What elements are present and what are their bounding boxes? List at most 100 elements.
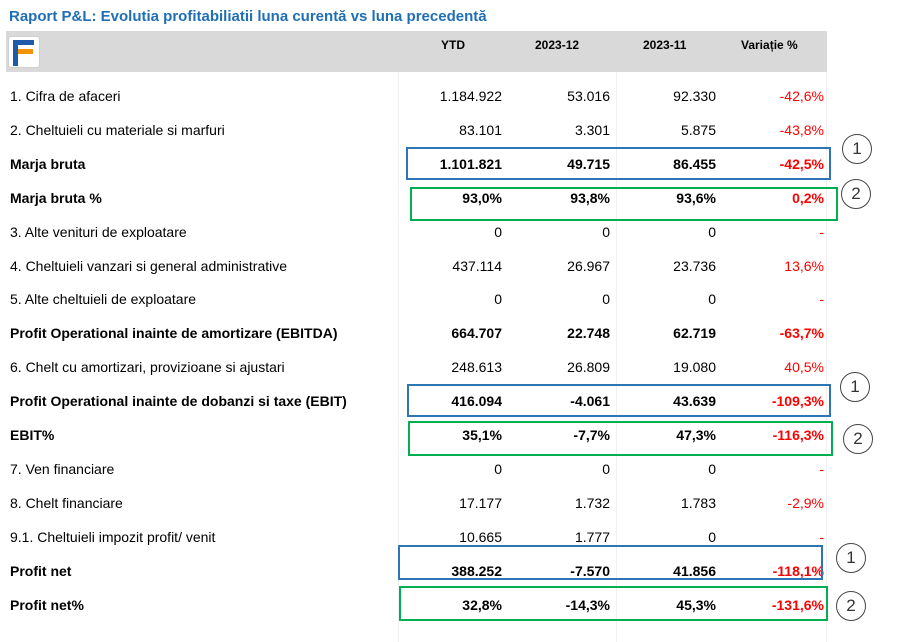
cell-month-current: -4.061 (570, 393, 610, 410)
row-label: 3. Alte venituri de exploatare (10, 223, 187, 240)
marker-circle-1: 1 (836, 543, 866, 573)
gridline (398, 72, 399, 642)
highlight-box-blue (407, 384, 831, 417)
cell-variation: 13,6% (784, 257, 824, 274)
cell-variation: -118,1% (772, 562, 824, 579)
cell-variation: -42,6% (779, 88, 824, 104)
table-row: 8. Chelt financiare 17.177 1.732 1.783 -2,9% (0, 487, 904, 521)
table-row: 7. Ven financiare 0 0 0 - (0, 453, 904, 487)
row-label: Marja bruta % (10, 189, 102, 206)
row-label: 5. Alte cheltuieli de exploatare (10, 291, 197, 308)
row-label: 7. Ven financiare (10, 460, 115, 477)
cell-month-previous: 62.719 (673, 325, 716, 342)
cell-ytd: 10.665 (459, 528, 502, 545)
report-title: Raport P&L: Evolutia profitabiliatii lun… (9, 8, 487, 25)
cell-month-current: 0 (602, 223, 610, 240)
highlight-box-blue (398, 545, 823, 580)
header-ytd: YTD (441, 38, 465, 52)
cell-ytd: 32,8% (462, 596, 502, 613)
cell-month-current: 26.967 (567, 257, 610, 274)
cell-variation: - (819, 223, 824, 240)
row-label: 9.1. Cheltuieli impozit profit/ venit (10, 528, 216, 545)
cell-month-current: 0 (602, 291, 610, 308)
table-row: 9.1. Cheltuieli impozit profit/ venit 10.… (0, 521, 904, 555)
highlight-box-green (408, 421, 833, 456)
marker-circle-2: 2 (843, 424, 873, 454)
cell-ytd: 1.184.922 (439, 88, 502, 104)
cell-ytd: 0 (494, 460, 502, 477)
cell-month-current: 22.748 (567, 325, 610, 342)
cell-ytd: 0 (494, 291, 502, 308)
marker-circle-1: 1 (842, 134, 872, 164)
cell-month-previous: 41.856 (673, 562, 716, 579)
table-header (6, 31, 827, 72)
marker-circle-2: 2 (841, 179, 871, 209)
cell-month-previous: 92.330 (673, 88, 716, 104)
cell-month-previous: 1.783 (680, 494, 716, 511)
row-label: Profit net% (10, 596, 84, 613)
marker-circle-2: 2 (836, 591, 866, 621)
cell-variation: -42,5% (779, 155, 824, 172)
cell-month-previous: 45,3% (676, 596, 716, 613)
cell-ytd: 17.177 (459, 494, 502, 511)
table-row: 4. Cheltuieli vanzari si general adminis… (0, 250, 904, 284)
table-row: Profit Operational inainte de dobanzi si… (0, 385, 904, 419)
cell-ytd: 1.101.821 (439, 155, 502, 172)
row-label: 2. Cheltuieli cu materiale si marfuri (10, 121, 225, 138)
cell-month-current: 49.715 (567, 155, 610, 172)
row-label: 6. Chelt cu amortizari, provizioane si a… (10, 359, 285, 376)
cell-variation: -109,3% (771, 393, 824, 410)
row-label: Marja bruta (10, 155, 86, 172)
row-label: Profit Operational inainte de amortizare… (10, 325, 338, 342)
cell-ytd: 93,0% (462, 189, 502, 206)
row-label: 8. Chelt financiare (10, 494, 123, 511)
highlight-box-green (399, 586, 828, 621)
highlight-box-blue (406, 147, 831, 180)
cell-ytd: 83.101 (459, 121, 502, 138)
row-label: Profit net (10, 562, 72, 579)
cell-month-previous: 5.875 (680, 121, 716, 138)
table-row: Profit net% 32,8% -14,3% 45,3% -131,6% (0, 589, 904, 623)
cell-month-previous: 0 (708, 291, 716, 308)
cell-month-previous: 19.080 (673, 359, 716, 376)
cell-month-previous: 23.736 (673, 257, 716, 274)
cell-month-current: 3.301 (574, 121, 610, 138)
table-row: Marja bruta % 93,0% 93,8% 93,6% 0,2% (0, 182, 904, 216)
cell-month-previous: 93,6% (676, 189, 716, 206)
cell-month-current: 1.777 (574, 528, 610, 545)
cell-variation: 0,2% (792, 189, 824, 206)
cell-variation: -43,8% (779, 121, 824, 138)
table-row: 1. Cifra de afaceri 1.184.922 53.016 92.330… (0, 80, 904, 114)
table-row: 2. Cheltuieli cu materiale si marfuri 83.… (0, 114, 904, 148)
cell-month-previous: 0 (708, 460, 716, 477)
gridline (826, 72, 827, 642)
cell-variation: - (819, 528, 824, 545)
cell-ytd: 388.252 (451, 562, 502, 579)
row-label: Profit Operational inainte de dobanzi si… (10, 393, 347, 410)
header-variation: Variație % (741, 38, 798, 52)
table-row: Profit net 388.252 -7.570 41.856 -118,1% (0, 555, 904, 589)
row-label: 1. Cifra de afaceri (10, 88, 121, 104)
cell-ytd: 35,1% (462, 427, 502, 443)
table-row: EBIT% 35,1% -7,7% 47,3% -116,3% (0, 419, 904, 453)
cell-month-previous: 43.639 (673, 393, 716, 410)
cell-ytd: 0 (494, 223, 502, 240)
header-month-previous: 2023-11 (643, 38, 687, 52)
cell-month-current: -7,7% (573, 427, 610, 443)
row-label: 4. Cheltuieli vanzari si general adminis… (10, 257, 288, 274)
cell-variation: 40,5% (784, 359, 824, 376)
highlight-box-green (410, 187, 838, 221)
table-row: Marja bruta 1.101.821 49.715 86.455 -42,5% (0, 148, 904, 182)
cell-month-previous: 0 (708, 528, 716, 545)
cell-month-current: 53.016 (567, 88, 610, 104)
cell-month-previous: 47,3% (676, 427, 716, 443)
gridline (616, 72, 617, 642)
cell-month-current: -14,3% (565, 596, 610, 613)
cell-ytd: 416.094 (451, 393, 502, 410)
cell-ytd: 437.114 (452, 257, 502, 274)
row-label: EBIT% (10, 427, 55, 443)
cell-variation: -116,3% (772, 427, 824, 443)
cell-variation: - (819, 291, 824, 308)
header-month-current: 2023-12 (535, 38, 580, 52)
brand-logo-icon (8, 36, 40, 68)
